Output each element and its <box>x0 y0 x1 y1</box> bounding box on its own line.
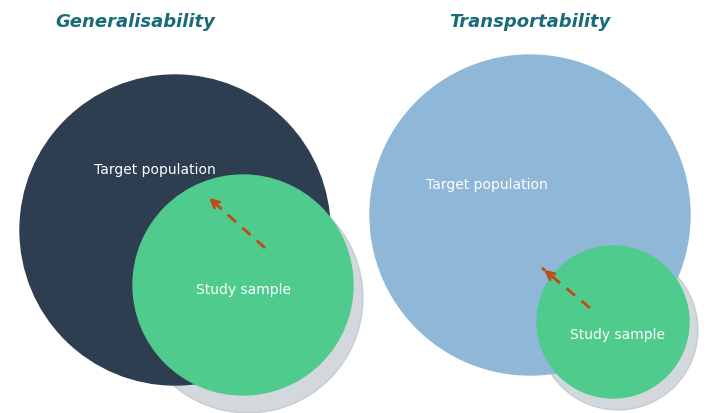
Circle shape <box>20 75 330 385</box>
Circle shape <box>133 175 353 395</box>
Circle shape <box>538 250 698 410</box>
Text: Transportability: Transportability <box>449 13 611 31</box>
Text: Generalisability: Generalisability <box>55 13 215 31</box>
Text: Target population: Target population <box>426 178 548 192</box>
Circle shape <box>537 246 689 398</box>
Circle shape <box>133 183 363 413</box>
Circle shape <box>370 55 690 375</box>
Text: Study sample: Study sample <box>570 328 665 342</box>
Text: Target population: Target population <box>94 163 216 177</box>
Text: Study sample: Study sample <box>196 283 291 297</box>
